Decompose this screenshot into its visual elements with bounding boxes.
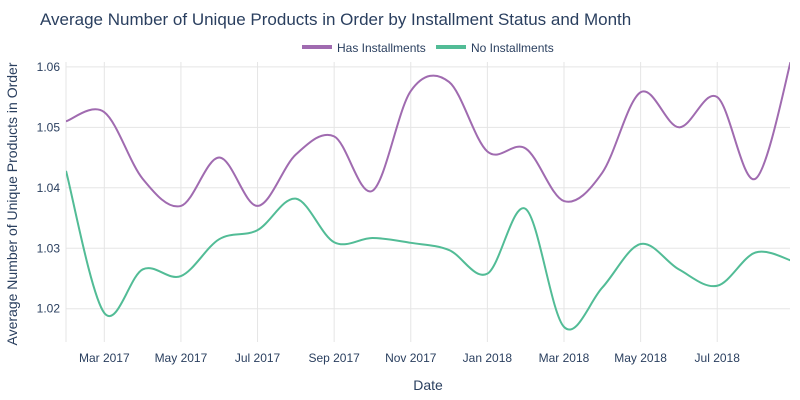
data-point-no-installments[interactable] — [331, 239, 337, 245]
x-tick-label: Jul 2018 — [695, 351, 741, 365]
y-tick-label: 1.05 — [37, 120, 61, 134]
series-line-no-installments[interactable] — [66, 170, 794, 331]
data-point-no-installments[interactable] — [753, 250, 759, 256]
data-point-no-installments[interactable] — [255, 227, 261, 233]
data-point-has-installments[interactable] — [676, 124, 682, 130]
data-point-has-installments[interactable] — [63, 118, 69, 124]
data-point-no-installments[interactable] — [561, 324, 567, 330]
data-point-has-installments[interactable] — [255, 203, 261, 209]
data-point-no-installments[interactable] — [638, 241, 644, 247]
y-tick-label: 1.03 — [37, 241, 61, 255]
y-axis-title: Average Number of Unique Products in Ord… — [4, 62, 20, 345]
data-point-no-installments[interactable] — [178, 273, 184, 279]
x-tick-label: May 2017 — [155, 351, 208, 365]
legend: Has Installments No Installments — [302, 41, 554, 55]
data-point-has-installments[interactable] — [484, 149, 490, 155]
data-point-has-installments[interactable] — [101, 109, 107, 115]
data-point-has-installments[interactable] — [523, 145, 529, 151]
data-point-no-installments[interactable] — [676, 266, 682, 272]
data-point-no-installments[interactable] — [216, 236, 222, 242]
data-point-no-installments[interactable] — [523, 206, 529, 212]
x-tick-label: Mar 2017 — [79, 351, 130, 365]
legend-item-has-installments[interactable]: Has Installments — [302, 41, 426, 55]
x-axis-title: Date — [413, 377, 443, 393]
series-layer — [63, 46, 797, 331]
y-axis-ticks: 1.02 1.03 1.04 1.05 1.06 — [37, 60, 61, 316]
x-tick-label: Jan 2018 — [463, 351, 513, 365]
data-point-no-installments[interactable] — [101, 310, 107, 316]
data-point-has-installments[interactable] — [178, 203, 184, 209]
x-tick-label: Nov 2017 — [385, 351, 437, 365]
data-point-no-installments[interactable] — [791, 259, 797, 265]
data-point-has-installments[interactable] — [446, 79, 452, 85]
data-point-has-installments[interactable] — [293, 152, 299, 158]
data-point-has-installments[interactable] — [638, 89, 644, 95]
data-point-no-installments[interactable] — [140, 266, 146, 272]
data-point-has-installments[interactable] — [714, 94, 720, 100]
data-point-has-installments[interactable] — [369, 188, 375, 194]
data-point-no-installments[interactable] — [408, 240, 414, 246]
legend-item-no-installments[interactable]: No Installments — [436, 41, 554, 55]
y-gridlines — [66, 66, 790, 310]
data-point-has-installments[interactable] — [331, 133, 337, 139]
data-point-has-installments[interactable] — [791, 46, 797, 52]
data-point-has-installments[interactable] — [561, 198, 567, 204]
data-point-no-installments[interactable] — [63, 168, 69, 174]
legend-label-has-installments: Has Installments — [337, 41, 426, 55]
data-point-no-installments[interactable] — [446, 247, 452, 253]
data-point-has-installments[interactable] — [140, 176, 146, 182]
x-axis-ticks: Mar 2017 May 2017 Jul 2017 Sep 2017 Nov 2017… — [79, 351, 740, 365]
chart-title: Average Number of Unique Products in Ord… — [40, 10, 631, 29]
data-point-has-installments[interactable] — [753, 176, 759, 182]
y-tick-label: 1.06 — [37, 60, 61, 74]
data-point-no-installments[interactable] — [293, 196, 299, 202]
data-point-has-installments[interactable] — [599, 170, 605, 176]
series-line-has-installments[interactable] — [66, 49, 794, 208]
x-tick-label: Sep 2017 — [308, 351, 360, 365]
x-tick-label: Jul 2017 — [235, 351, 281, 365]
y-tick-label: 1.04 — [37, 181, 61, 195]
data-point-no-installments[interactable] — [484, 271, 490, 277]
y-tick-label: 1.02 — [37, 302, 61, 316]
x-tick-label: May 2018 — [614, 351, 667, 365]
legend-label-no-installments: No Installments — [471, 41, 554, 55]
data-point-has-installments[interactable] — [216, 155, 222, 161]
data-point-no-installments[interactable] — [369, 235, 375, 241]
data-point-has-installments[interactable] — [408, 88, 414, 94]
data-point-no-installments[interactable] — [599, 285, 605, 291]
x-tick-label: Mar 2018 — [539, 351, 590, 365]
data-point-no-installments[interactable] — [714, 283, 720, 289]
